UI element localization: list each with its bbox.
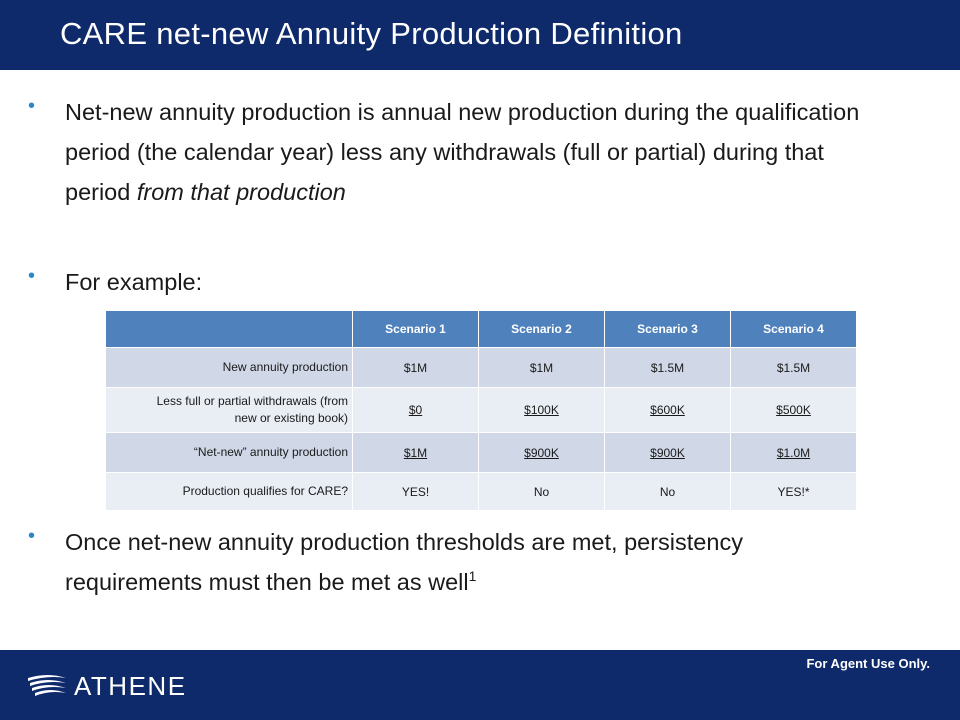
header-scenario-4: Scenario 4 (730, 310, 857, 348)
table-cell: $1M (352, 347, 479, 388)
table-row: New annuity production $1M $1M $1.5M $1.… (105, 347, 857, 388)
row-label: Less full or partial withdrawals (from n… (105, 387, 353, 433)
row-label: New annuity production (105, 347, 353, 388)
table-row: “Net-new” annuity production $1M $900K $… (105, 432, 857, 473)
bullet-dot-icon: • (28, 525, 36, 547)
bullet-for-example: • For example: (28, 262, 865, 302)
table-cell: $0 (352, 387, 479, 433)
table-cell: No (604, 472, 731, 511)
table-header-row: Scenario 1 Scenario 2 Scenario 3 Scenari… (105, 310, 857, 348)
athene-logo: ATHENE (26, 670, 185, 702)
table-cell: $1.5M (604, 347, 731, 388)
table-cell: $900K (604, 432, 731, 473)
bullet-text: For example: (65, 269, 203, 295)
footer-bar: ATHENE For Agent Use Only. (0, 650, 960, 720)
bullet-italic-text: from that production (136, 179, 346, 205)
bullet-dot-icon: • (28, 265, 36, 287)
bullet-net-new-definition: • Net-new annuity production is annual n… (28, 92, 865, 212)
logo-wordmark: ATHENE (74, 671, 187, 701)
athene-logo-icon (28, 675, 66, 696)
bullet-text: Once net-new annuity production threshol… (65, 529, 743, 595)
table-cell: YES! (352, 472, 479, 511)
agent-use-note: For Agent Use Only. (806, 656, 930, 671)
table-cell: $900K (478, 432, 605, 473)
bullet-text: Net-new annuity production is annual new… (65, 99, 860, 205)
table-row: Production qualifies for CARE? YES! No N… (105, 472, 857, 511)
table-cell: $500K (730, 387, 857, 433)
table-cell: $600K (604, 387, 731, 433)
table-cell: $1.0M (730, 432, 857, 473)
table-cell: $1M (352, 432, 479, 473)
title-bar: CARE net-new Annuity Production Definiti… (0, 0, 960, 70)
header-scenario-3: Scenario 3 (604, 310, 731, 348)
table-cell: $1.5M (730, 347, 857, 388)
slide-title: CARE net-new Annuity Production Definiti… (60, 16, 683, 51)
header-scenario-1: Scenario 1 (352, 310, 479, 348)
row-label: “Net-new” annuity production (105, 432, 353, 473)
table-cell: YES!* (730, 472, 857, 511)
table-cell: $1M (478, 347, 605, 388)
bullet-persistency: • Once net-new annuity production thresh… (28, 522, 885, 602)
header-scenario-2: Scenario 2 (478, 310, 605, 348)
table-row: Less full or partial withdrawals (from n… (105, 387, 857, 433)
table-cell: No (478, 472, 605, 511)
row-label: Production qualifies for CARE? (105, 472, 353, 511)
bullet-dot-icon: • (28, 95, 36, 117)
table-cell: $100K (478, 387, 605, 433)
footnote-marker: 1 (468, 568, 477, 585)
scenario-table: Scenario 1 Scenario 2 Scenario 3 Scenari… (105, 310, 857, 511)
header-empty-cell (105, 310, 353, 348)
